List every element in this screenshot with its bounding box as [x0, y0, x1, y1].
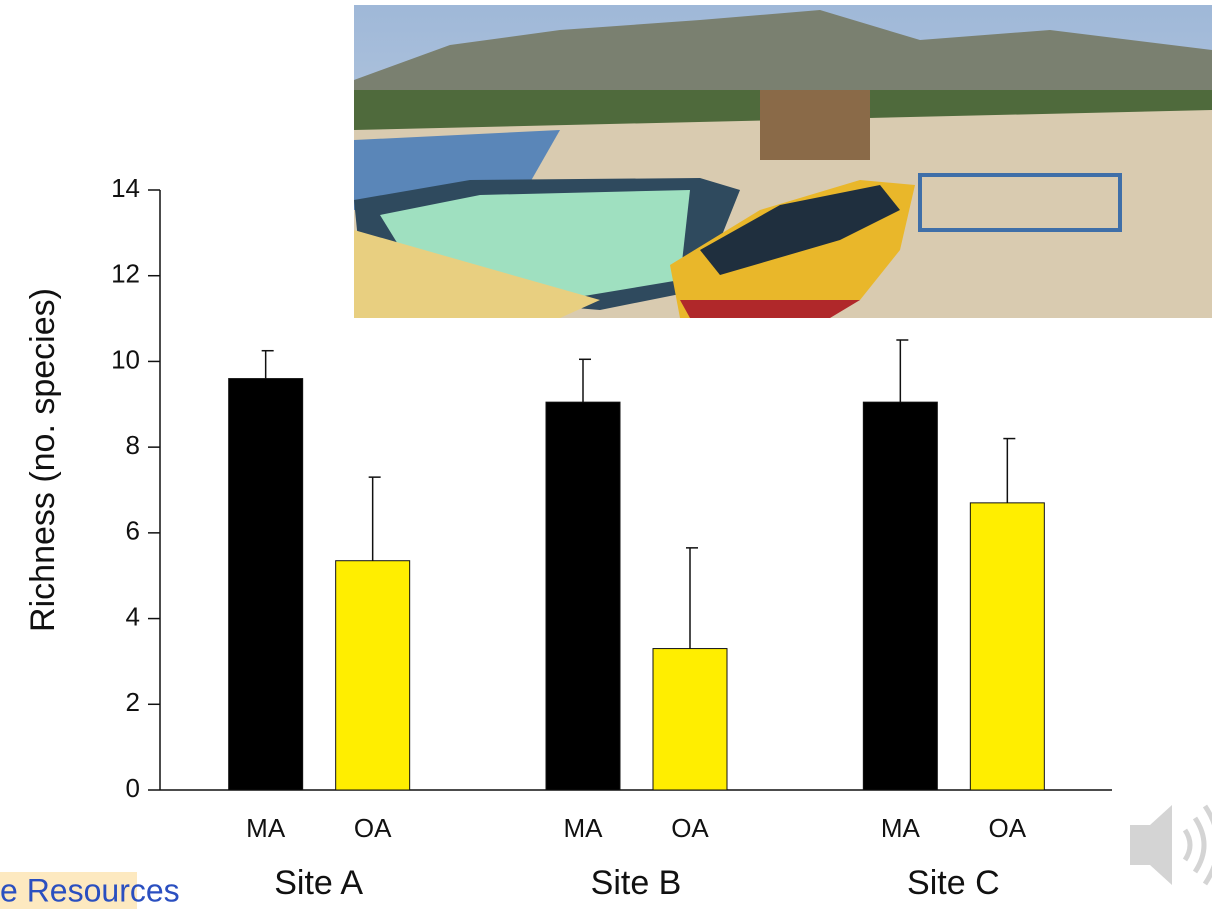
slide: Richness (no. species) e Resources 0 2 4 6 8… — [0, 0, 1212, 909]
series-label: MA — [246, 813, 286, 843]
y-tick-label: 12 — [111, 259, 140, 289]
bar — [229, 379, 303, 790]
x-category-label: Site A — [274, 864, 363, 902]
y-tick-label: 4 — [126, 601, 140, 631]
bar — [336, 561, 410, 790]
speaker-icon[interactable] — [1130, 805, 1212, 885]
series-label: OA — [989, 813, 1027, 843]
y-axis-label: Richness (no. species) — [24, 288, 62, 632]
y-tick-label: 10 — [111, 344, 140, 374]
y-tick-label: 0 — [126, 773, 140, 803]
x-category-label: Site C — [907, 864, 1000, 902]
series-label: MA — [564, 813, 604, 843]
y-tick-label: 14 — [111, 173, 140, 203]
bar — [863, 402, 937, 790]
y-tick-label: 6 — [126, 516, 140, 546]
series-label: MA — [881, 813, 921, 843]
photo — [354, 5, 1212, 318]
bar — [970, 503, 1044, 790]
series-label: OA — [354, 813, 392, 843]
series-label: OA — [671, 813, 709, 843]
bar — [653, 649, 727, 790]
y-tick-label: 2 — [126, 687, 140, 717]
x-category-label: Site B — [591, 864, 682, 902]
bar — [546, 402, 620, 790]
page: {"chart_data": {"type": "bar", "y_label"… — [0, 0, 1212, 909]
footer-text[interactable]: e Resources — [0, 872, 180, 908]
y-tick-label: 8 — [126, 430, 140, 460]
